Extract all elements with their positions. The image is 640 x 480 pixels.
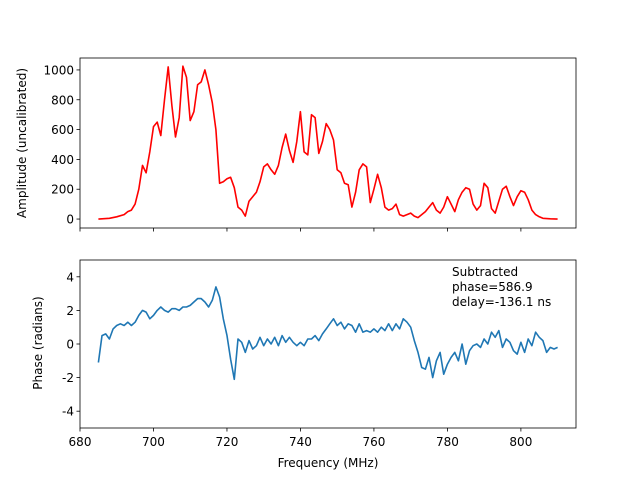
phase-x-tick-label: 680 [69, 435, 92, 449]
amplitude-y-tick-label: 200 [51, 183, 74, 197]
phase-x-tick-label: 760 [362, 435, 385, 449]
phase-y-axis-label: Phase (radians) [31, 296, 45, 389]
amplitude-panel: Amplitude (uncalibrated) 0 200 400 600 800 10… [15, 57, 577, 232]
amplitude-y-tick-label: 400 [51, 153, 74, 167]
amplitude-series-line-0 [98, 65, 558, 220]
phase-y-tick-label: -2 [62, 371, 74, 385]
phase-series-line-0 [97, 286, 558, 381]
annotation-line: delay=-136.1 ns [452, 295, 551, 309]
amplitude-y-axis-label: Amplitude (uncalibrated) [15, 68, 29, 218]
amplitude-y-tick-label: 800 [51, 93, 74, 107]
phase-y-tick-label: 0 [66, 338, 74, 352]
phase-x-tick-label: 720 [216, 435, 239, 449]
annotation-line: phase=586.9 [452, 280, 533, 294]
annotation-line: Subtracted [452, 265, 518, 279]
amplitude-y-tick-label: 600 [51, 123, 74, 137]
amplitude-y-tick-label: 1000 [43, 63, 74, 77]
phase-x-tick-label: 700 [142, 435, 165, 449]
phase-y-tick-label: 2 [66, 304, 74, 318]
phase-x-tick-label: 740 [289, 435, 312, 449]
amplitude-y-tick-label: 0 [66, 213, 74, 227]
phase-x-tick-label: 800 [509, 435, 532, 449]
phase-x-tick-label: 780 [436, 435, 459, 449]
amplitude-axes-frame [79, 57, 577, 229]
subtracted-phase-annotation: Subtracted phase=586.9 delay=-136.1 ns [452, 265, 551, 309]
phase-panel: Phase (radians) Frequency (MHz) Subtract… [31, 259, 577, 470]
phase-y-tick-label: -4 [62, 405, 74, 419]
phase-x-axis-label: Frequency (MHz) [278, 456, 379, 470]
phase-y-tick-label: 4 [66, 270, 74, 284]
